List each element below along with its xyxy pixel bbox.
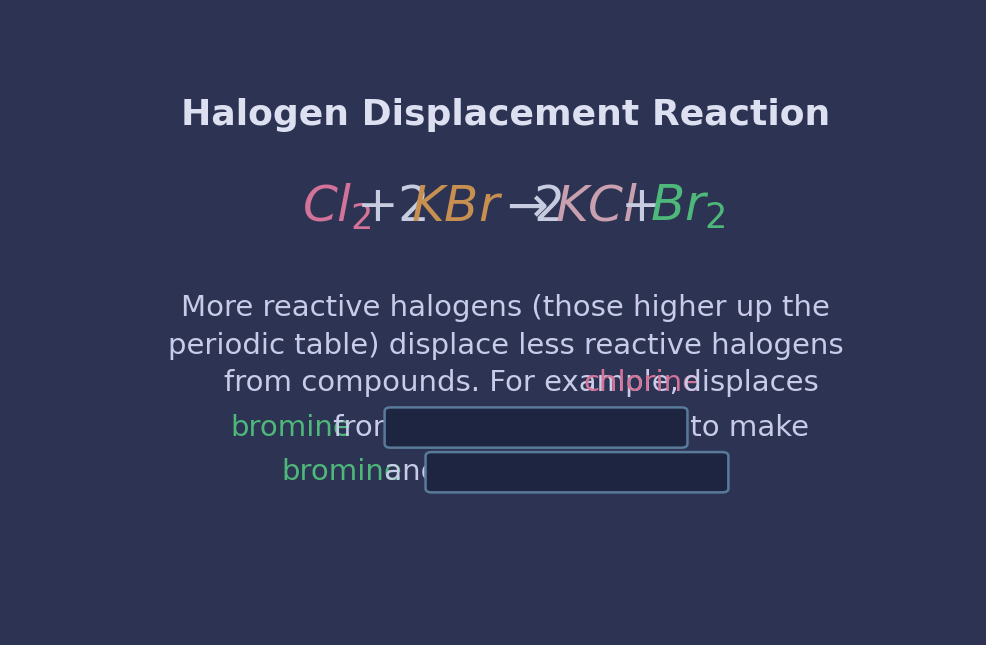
- Text: chlorine: chlorine: [584, 369, 701, 397]
- Text: .: .: [723, 458, 732, 486]
- Text: periodic table) displace less reactive halogens: periodic table) displace less reactive h…: [168, 332, 843, 360]
- FancyBboxPatch shape: [385, 408, 687, 448]
- Text: $ + $: $ + $: [620, 183, 659, 230]
- FancyBboxPatch shape: [426, 452, 729, 492]
- Text: $\mathit{Br_2}$: $\mathit{Br_2}$: [650, 183, 726, 230]
- Text: $2$: $2$: [532, 183, 562, 230]
- Text: $\mathit{KCl}$: $\mathit{KCl}$: [555, 183, 639, 230]
- Text: $\;\rightarrow\;$: $\;\rightarrow\;$: [482, 183, 547, 230]
- Text: from compounds. For example,: from compounds. For example,: [224, 369, 688, 397]
- Text: Halogen Displacement Reaction: Halogen Displacement Reaction: [180, 97, 830, 132]
- Text: More reactive halogens (those higher up the: More reactive halogens (those higher up …: [180, 294, 830, 322]
- Text: and: and: [375, 458, 449, 486]
- Text: from: from: [323, 413, 410, 442]
- Text: bromine: bromine: [281, 458, 402, 486]
- Text: $\mathit{Cl_2}$: $\mathit{Cl_2}$: [303, 181, 372, 232]
- Text: to make: to make: [681, 413, 810, 442]
- Text: $\mathit{KBr}$: $\mathit{KBr}$: [411, 183, 504, 230]
- Text: bromine: bromine: [230, 413, 351, 442]
- Text: $ + 2$: $ + 2$: [356, 183, 427, 230]
- Text: displaces: displaces: [674, 369, 819, 397]
